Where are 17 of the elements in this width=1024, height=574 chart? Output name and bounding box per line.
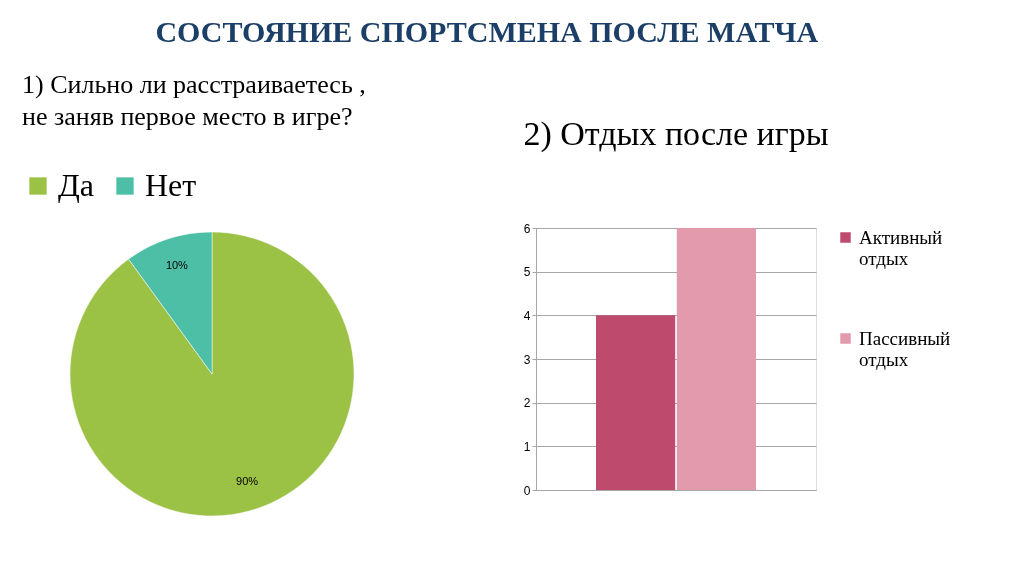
legend-label: Пассивный отдых — [859, 327, 951, 370]
y-tick-label: 0 — [523, 483, 531, 498]
y-tick-label: 3 — [523, 352, 531, 367]
y-tick-label: 6 — [523, 221, 531, 236]
y-tick-label: 5 — [523, 265, 531, 280]
y-tick-label: 4 — [523, 308, 531, 323]
chart-subtitle: 1) Сильно ли расстраиваетесь , не заняв первое место в игре? — [22, 70, 366, 131]
pie-slice — [69, 231, 355, 517]
legend-label: Активный отдых — [859, 226, 943, 269]
legend-label: Нет — [145, 167, 197, 203]
y-tick-label: 2 — [523, 396, 531, 411]
data-label: 10% — [165, 258, 189, 271]
text: СОСТОЯНИЕ СПОРТСМЕНА ПОСЛЕ МАТЧА — [155, 15, 819, 48]
data-label: 90% — [236, 475, 259, 488]
chart-title: 2) Отдых после игры — [523, 115, 829, 153]
legend-label: Да — [58, 167, 95, 203]
y-tick-label: 1 — [523, 439, 531, 454]
